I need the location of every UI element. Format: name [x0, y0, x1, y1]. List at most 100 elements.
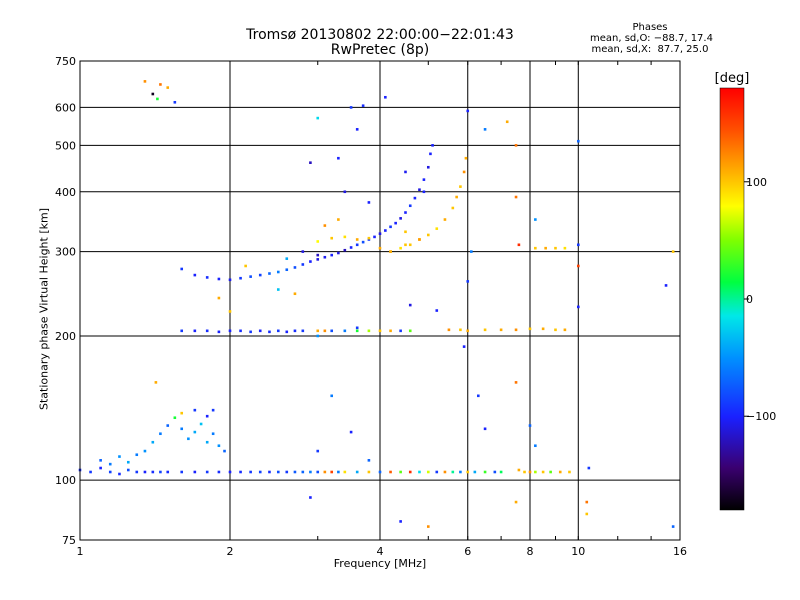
- echo-point: [483, 328, 487, 332]
- y-tick-label: 400: [55, 186, 76, 199]
- echo-point: [156, 97, 159, 101]
- echo-point: [435, 309, 439, 312]
- echo-point: [316, 334, 320, 338]
- echo-point: [517, 468, 521, 472]
- echo-point: [239, 329, 242, 333]
- echo-point: [499, 328, 503, 332]
- echo-point: [426, 165, 430, 169]
- echo-point: [554, 246, 557, 250]
- echo-point: [355, 329, 359, 333]
- echo-point: [316, 258, 320, 261]
- x-tick-label: 8: [527, 545, 534, 558]
- echo-point: [126, 460, 130, 464]
- echo-point: [244, 264, 247, 268]
- y-tick-label: 600: [55, 101, 76, 114]
- echo-point: [239, 470, 242, 474]
- echo-point: [355, 470, 359, 474]
- echo-point: [563, 328, 567, 332]
- echo-point: [89, 470, 92, 474]
- echo-point: [514, 195, 518, 199]
- echo-point: [316, 116, 320, 120]
- echo-point: [378, 232, 382, 235]
- echo-point: [435, 227, 439, 230]
- echo-point: [399, 246, 402, 250]
- echo-point: [544, 246, 547, 250]
- echo-point: [316, 449, 320, 453]
- echo-point: [205, 470, 209, 474]
- echo-point: [108, 462, 112, 466]
- echo-point: [464, 156, 468, 160]
- echo-point: [443, 218, 447, 221]
- data-points: [78, 80, 675, 528]
- echo-point: [408, 303, 412, 307]
- echo-point: [126, 468, 130, 472]
- echo-point: [180, 329, 184, 333]
- echo-point: [576, 243, 580, 247]
- echo-point: [367, 201, 371, 204]
- echo-point: [268, 470, 271, 474]
- echo-point: [199, 422, 203, 426]
- echo-point: [399, 217, 402, 220]
- phase-summary: Phases mean, sd,O: −88.7, 17.4 mean, sd,…: [590, 22, 713, 55]
- echo-point: [462, 345, 466, 348]
- echo-point: [413, 196, 417, 200]
- echo-point: [217, 470, 221, 474]
- echo-point: [293, 470, 297, 474]
- echo-point: [276, 270, 280, 274]
- colorbar-tick-label: −100: [746, 410, 776, 423]
- echo-point: [447, 328, 451, 332]
- echo-point: [151, 470, 155, 474]
- echo-point: [466, 470, 470, 474]
- echo-point: [534, 470, 537, 474]
- echo-point: [316, 470, 320, 474]
- echo-point: [404, 170, 407, 174]
- echo-point: [563, 246, 567, 250]
- echo-point: [159, 432, 162, 436]
- echo-point: [466, 329, 470, 333]
- x-tick-label: 16: [673, 545, 687, 558]
- x-tick-label: 1: [77, 545, 84, 558]
- echo-point: [135, 453, 139, 457]
- echo-point: [389, 329, 392, 333]
- echo-point: [173, 416, 177, 420]
- echo-point: [143, 470, 147, 474]
- echo-point: [228, 278, 232, 282]
- echo-point: [205, 276, 209, 279]
- echo-point: [517, 243, 521, 247]
- echo-point: [343, 248, 347, 252]
- echo-point: [193, 430, 197, 434]
- echo-point: [205, 440, 209, 444]
- echo-point: [429, 152, 432, 156]
- x-tick-label: 2: [227, 545, 234, 558]
- echo-point: [301, 329, 305, 333]
- echo-point: [585, 512, 589, 516]
- colorbar-tick-label: 0: [746, 293, 753, 306]
- echo-point: [151, 440, 155, 444]
- echo-point: [355, 238, 359, 241]
- echo-point: [389, 225, 392, 229]
- echo-point: [293, 266, 297, 269]
- x-tick-label: 10: [571, 545, 585, 558]
- echo-point: [541, 470, 545, 474]
- echo-point: [514, 381, 518, 384]
- echo-point: [671, 250, 675, 253]
- y-tick-label: 750: [55, 55, 76, 68]
- echo-point: [187, 437, 190, 441]
- echo-point: [399, 470, 402, 474]
- echo-point: [534, 444, 537, 448]
- echo-point: [276, 470, 280, 474]
- echo-point: [408, 470, 412, 474]
- echo-point: [399, 520, 402, 523]
- echo-point: [576, 305, 580, 309]
- grid-lines: [79, 61, 681, 540]
- echo-point: [268, 272, 271, 275]
- echo-point: [451, 470, 455, 474]
- echo-point: [499, 470, 503, 474]
- echo-point: [349, 106, 353, 109]
- echo-point: [118, 455, 121, 458]
- echo-point: [426, 233, 430, 237]
- echo-point: [422, 178, 426, 181]
- echo-point: [455, 195, 458, 199]
- echo-point: [483, 128, 487, 131]
- colorbar-ticks: 100 0 −100: [744, 176, 776, 423]
